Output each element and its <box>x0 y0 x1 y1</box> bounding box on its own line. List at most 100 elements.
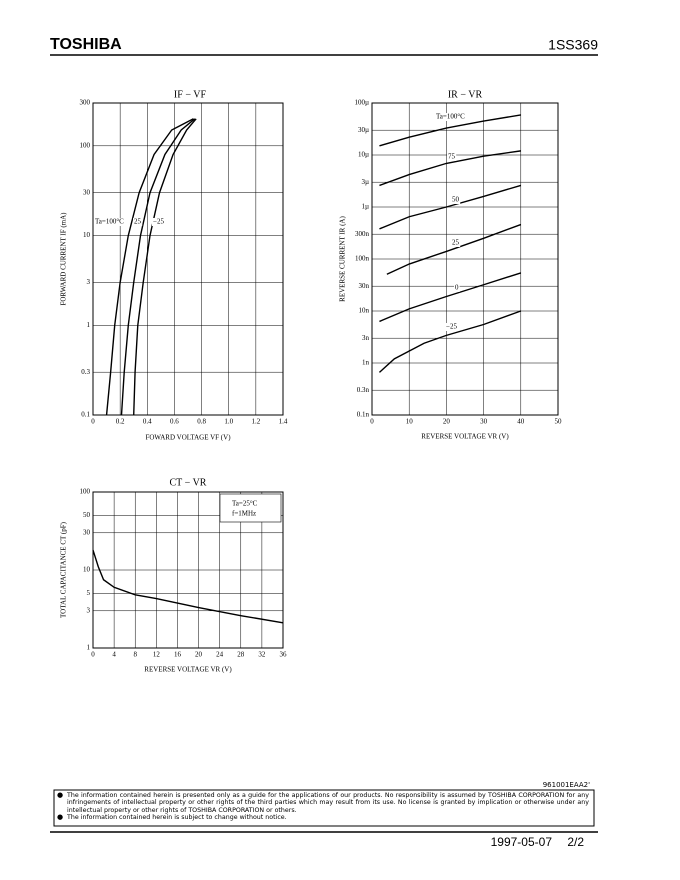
label-bg <box>133 218 143 226</box>
x-tick-label: 0.6 <box>170 418 179 426</box>
x-tick-label: 1.0 <box>224 418 233 426</box>
page-number: 2/2 <box>567 835 584 849</box>
curve-label: 0 <box>455 284 459 292</box>
x-tick-label: 0.4 <box>143 418 152 426</box>
y-tick-label: 3n <box>362 334 370 342</box>
curve-label: −25 <box>446 323 457 331</box>
curve <box>379 150 521 187</box>
y-tick-label: 100 <box>80 141 91 149</box>
chart-title: IR − VR <box>448 89 483 100</box>
x-tick-label: 30 <box>480 418 488 426</box>
x-tick-label: 32 <box>258 651 266 659</box>
curve-label: 75 <box>448 153 456 161</box>
x-tick-label: 24 <box>216 651 224 659</box>
label-bg <box>451 239 461 247</box>
curve-label: −25 <box>153 218 164 226</box>
x-tick-label: 1.2 <box>251 418 260 426</box>
annotation: Ta=25°C <box>232 500 258 508</box>
curve <box>378 310 522 373</box>
y-tick-label: 10 <box>83 231 91 239</box>
y-tick-label: 1µ <box>361 203 369 211</box>
notice-box <box>53 789 595 827</box>
x-tick-label: 0 <box>91 418 95 426</box>
curve <box>386 223 522 275</box>
notices: The information contained herein is pres… <box>57 792 589 822</box>
y-tick-label: 5 <box>87 589 91 597</box>
curve <box>379 184 521 230</box>
curve <box>379 272 522 323</box>
notice: The information contained herein is pres… <box>57 792 589 814</box>
y-tick-label: 1n <box>362 359 370 367</box>
label-bg <box>451 196 461 204</box>
label-bg <box>94 218 125 226</box>
x-tick-label: 20 <box>443 418 451 426</box>
y-tick-label: 100 <box>80 488 91 496</box>
y-tick-label: 30 <box>83 528 91 536</box>
x-tick-label: 0.8 <box>197 418 206 426</box>
x-tick-label: 40 <box>517 418 525 426</box>
y-tick-label: 100n <box>355 255 370 263</box>
date: 1997-05-07 <box>491 835 553 849</box>
chart-title: CT − VR <box>170 477 207 488</box>
y-axis-label: TOTAL CAPACITANCE CT (pF) <box>60 521 68 618</box>
x-tick-label: 36 <box>280 651 288 659</box>
y-tick-label: 3 <box>87 606 91 614</box>
x-tick-label: 10 <box>406 418 414 426</box>
x-tick-label: 0 <box>91 651 95 659</box>
x-tick-label: 50 <box>555 418 563 426</box>
plot-frame <box>92 102 284 416</box>
y-tick-label: 50 <box>83 511 91 519</box>
y-tick-label: 300 <box>80 99 91 107</box>
label-bg <box>454 284 460 292</box>
y-tick-label: 3µ <box>361 178 369 186</box>
y-tick-label: 100µ <box>354 99 369 107</box>
curve-label: 25 <box>452 239 460 247</box>
x-tick-label: 12 <box>153 651 161 659</box>
x-tick-label: 28 <box>237 651 245 659</box>
curve <box>92 549 284 624</box>
y-tick-label: 0.3 <box>81 368 90 376</box>
y-tick-label: 30 <box>83 188 91 196</box>
curve <box>379 114 521 147</box>
y-tick-label: 30µ <box>358 126 369 134</box>
curve-label: Ta=100°C <box>95 218 124 226</box>
company: TOSHIBA <box>50 36 122 53</box>
y-tick-label: 3 <box>87 278 91 286</box>
curve-label: 50 <box>452 196 460 204</box>
y-tick-label: 1 <box>87 321 91 329</box>
doc-code: 961001EAA2' <box>543 781 590 789</box>
curve <box>120 118 196 416</box>
y-axis-label: FORWARD CURRENT IF (mA) <box>60 212 68 306</box>
x-tick-label: 8 <box>133 651 137 659</box>
x-tick-label: 1.4 <box>279 418 288 426</box>
part-number: 1SS369 <box>548 37 598 53</box>
x-tick-label: 4 <box>112 651 116 659</box>
x-tick-label: 0 <box>370 418 374 426</box>
y-tick-label: 1 <box>87 644 91 652</box>
y-tick-label: 30n <box>359 282 370 290</box>
annotation-box <box>219 493 282 523</box>
label-bg <box>447 153 457 161</box>
x-axis-label: REVERSE VOLTAGE VR (V) <box>421 433 509 441</box>
curve <box>133 118 197 416</box>
y-tick-label: 0.3n <box>357 386 370 394</box>
curve-label: 25 <box>134 218 142 226</box>
y-tick-label: 10 <box>83 566 91 574</box>
x-tick-label: 20 <box>195 651 203 659</box>
x-axis-label: FOWARD VOLTAGE VF (V) <box>145 434 231 442</box>
annotation: f=1MHz <box>232 510 256 518</box>
label-bg <box>445 323 458 331</box>
label-bg <box>152 218 165 226</box>
y-tick-label: 10µ <box>358 151 369 159</box>
x-tick-label: 16 <box>174 651 182 659</box>
y-axis-label: REVERSE CURRENT IR (A) <box>339 216 347 302</box>
curve <box>105 118 194 416</box>
chart-title: IF − VF <box>174 89 207 100</box>
label-bg <box>435 113 466 121</box>
y-tick-label: 10n <box>359 307 370 315</box>
y-tick-label: 0.1 <box>81 411 90 419</box>
y-tick-label: 300n <box>355 230 370 238</box>
y-tick-label: 0.1n <box>357 411 370 419</box>
